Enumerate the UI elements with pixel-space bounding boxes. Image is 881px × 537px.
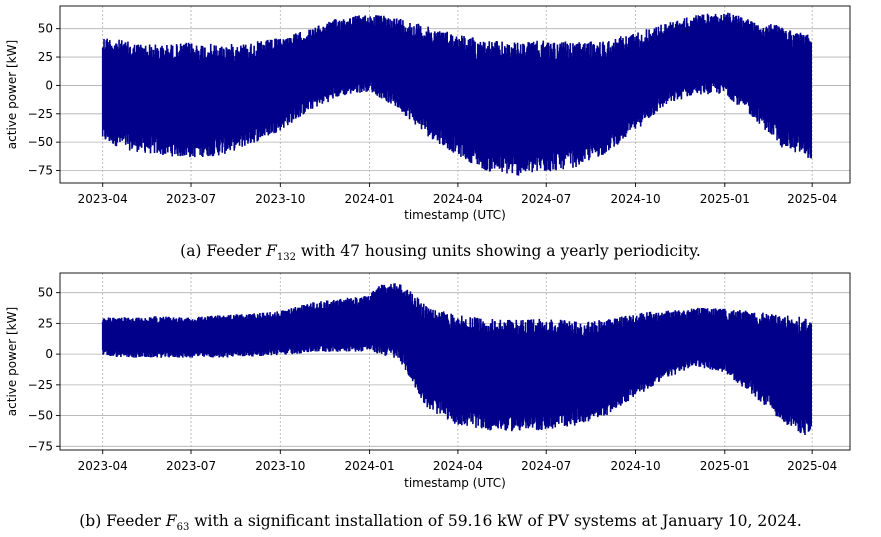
x-tick-label: 2024-01 xyxy=(345,459,395,473)
x-tick-label: 2025-04 xyxy=(787,192,837,206)
caption-b-prefix: (b) Feeder xyxy=(79,512,166,530)
caption-a-variable: F xyxy=(266,242,277,260)
x-tick-label: 2023-07 xyxy=(166,459,216,473)
y-axis-label: active power [kW] xyxy=(5,307,19,416)
caption-b-subscript: 63 xyxy=(176,522,190,534)
x-tick-label: 2025-01 xyxy=(700,459,750,473)
caption-b-suffix: with a significant installation of 59.16… xyxy=(189,512,802,530)
chart-a: 50 25 0 −25 −50 −75 2023-04 2023-07 2023-10 2024-… xyxy=(5,5,851,222)
x-tick-label: 2024-07 xyxy=(521,192,571,206)
y-axis-label: active power [kW] xyxy=(5,40,19,149)
x-tick-label: 2024-10 xyxy=(610,192,660,206)
caption-a-subscript: 132 xyxy=(276,252,296,264)
plot-frame xyxy=(59,272,851,451)
x-tick-label: 2024-04 xyxy=(433,459,483,473)
y-tick-label: −75 xyxy=(28,164,53,178)
caption-a-suffix: with 47 housing units showing a yearly p… xyxy=(295,242,701,260)
x-tick-label: 2023-04 xyxy=(78,192,128,206)
x-tick-label: 2025-04 xyxy=(787,459,837,473)
y-tick-label: 25 xyxy=(38,316,53,330)
series-line xyxy=(101,12,812,176)
x-tick-label: 2025-01 xyxy=(700,192,750,206)
chart-b: 50 25 0 −25 −50 −75 2023-04 2023-07 2023-10 2024-… xyxy=(5,272,851,490)
y-tick-label: −50 xyxy=(28,135,53,149)
x-axis-label: timestamp (UTC) xyxy=(404,208,506,222)
x-tick-label: 2024-07 xyxy=(521,459,571,473)
y-tick-label: −75 xyxy=(28,439,53,453)
series-line xyxy=(101,283,812,436)
x-tick-label: 2024-01 xyxy=(345,192,395,206)
y-tick-label: 25 xyxy=(38,50,53,64)
x-tick-label: 2023-07 xyxy=(166,192,216,206)
plot-frame xyxy=(59,5,851,184)
x-tick-label: 2024-10 xyxy=(610,459,660,473)
x-tick-label: 2024-04 xyxy=(433,192,483,206)
y-tick-label: 0 xyxy=(45,347,53,361)
x-tick-label: 2023-04 xyxy=(78,459,128,473)
y-tick-label: 50 xyxy=(38,286,53,300)
caption-a-prefix: (a) Feeder xyxy=(180,242,267,260)
y-tick-label: −50 xyxy=(28,409,53,423)
x-tick-label: 2023-10 xyxy=(255,192,305,206)
y-tick-label: −25 xyxy=(28,378,53,392)
y-tick-label: −25 xyxy=(28,107,53,121)
caption-a: (a) Feeder F132 with 47 housing units sh… xyxy=(0,242,881,263)
x-axis-label: timestamp (UTC) xyxy=(404,476,506,490)
x-tick-label: 2023-10 xyxy=(255,459,305,473)
caption-b-variable: F xyxy=(165,512,177,530)
y-tick-label: 50 xyxy=(38,22,53,36)
caption-b: (b) Feeder F63 with a significant instal… xyxy=(0,512,881,533)
y-tick-label: 0 xyxy=(45,78,53,92)
